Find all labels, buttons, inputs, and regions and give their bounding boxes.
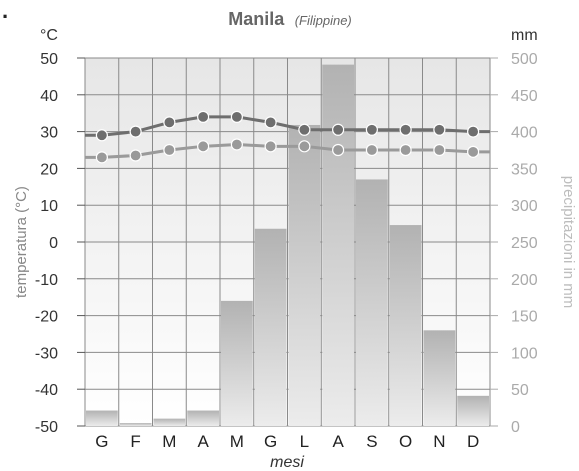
- temperature-point: [264, 116, 277, 129]
- left-unit-label: °C: [40, 27, 58, 44]
- left-tick-label: 20: [40, 161, 58, 178]
- x-tick-label: F: [130, 432, 140, 451]
- temperature-point: [433, 123, 446, 136]
- temperature-point: [129, 125, 142, 138]
- precipitation-bar: [187, 410, 219, 426]
- temperature-point: [467, 125, 480, 138]
- precipitation-bar: [254, 228, 287, 426]
- grid: [84, 57, 491, 427]
- precipitation-bar: [288, 124, 321, 426]
- chart-title-main: Manila: [228, 9, 285, 29]
- precipitation-bar: [423, 330, 456, 426]
- x-tick-label: G: [95, 432, 108, 451]
- temperature-point: [197, 140, 210, 153]
- left-tick-label: -20: [35, 309, 58, 326]
- temperature-point: [230, 110, 243, 123]
- x-tick-label: O: [399, 432, 412, 451]
- right-tick-label: 0: [511, 419, 520, 436]
- temperature-point: [365, 143, 378, 157]
- precipitation-bar: [322, 64, 354, 427]
- x-tick-label: D: [467, 432, 479, 451]
- chart-title: Manila (Filippine): [228, 9, 352, 29]
- precipitation-bar: [457, 395, 489, 426]
- left-tick-label: 50: [40, 51, 58, 68]
- temperature-point: [163, 116, 176, 129]
- x-tick-label: G: [264, 432, 277, 451]
- left-tick-label: 10: [40, 198, 58, 215]
- right-tick-label: 50: [511, 382, 529, 399]
- corner-mark: .: [2, 0, 8, 23]
- right-tick-label: 400: [511, 125, 538, 142]
- x-tick-label: M: [162, 432, 176, 451]
- left-tick-label: -50: [35, 419, 58, 436]
- left-axis-label: temperatura (°C): [13, 186, 30, 298]
- temperature-point: [129, 149, 142, 162]
- temperature-point: [163, 143, 176, 157]
- temperature-point: [264, 140, 277, 153]
- precipitation-bar: [221, 300, 253, 426]
- right-axis-label: precipitazioni in mm: [560, 176, 577, 309]
- temperature-point: [467, 145, 480, 158]
- temperature-point: [365, 123, 378, 136]
- temperature-point: [332, 123, 345, 136]
- precipitation-bar: [153, 418, 186, 426]
- temperature-point: [298, 140, 311, 153]
- x-tick-label: L: [300, 432, 309, 451]
- temperature-point: [298, 123, 311, 136]
- temperature-lines: [85, 110, 490, 164]
- temperature-point: [95, 151, 108, 164]
- x-axis-label: mesi: [270, 454, 304, 471]
- temperature-point: [95, 129, 108, 142]
- right-tick-label: 350: [511, 161, 538, 178]
- temperature-point: [230, 138, 243, 151]
- left-tick-label: -10: [35, 272, 58, 289]
- right-tick-label: 150: [511, 309, 538, 326]
- left-tick-label: -30: [35, 345, 58, 362]
- right-unit-label: mm: [511, 27, 538, 44]
- precipitation-bar: [356, 179, 388, 426]
- left-tick-label: 0: [49, 235, 58, 252]
- left-tick-label: 40: [40, 88, 58, 105]
- left-axis-ticks: 50 40 30 20 10 0 -10 -20 -30 -40 -50: [35, 51, 85, 436]
- right-tick-label: 500: [511, 51, 538, 68]
- temperature-point: [197, 110, 210, 123]
- x-tick-label: A: [197, 432, 209, 451]
- temperature-point: [399, 143, 412, 157]
- temperature-point: [332, 143, 345, 157]
- chart-subtitle: (Filippine): [295, 13, 352, 28]
- right-tick-label: 450: [511, 88, 538, 105]
- x-tick-label: A: [332, 432, 344, 451]
- left-tick-label: 30: [40, 125, 58, 142]
- x-tick-label: S: [366, 432, 377, 451]
- left-tick-label: -40: [35, 382, 58, 399]
- right-tick-label: 250: [511, 235, 538, 252]
- precipitation-bar: [86, 410, 118, 426]
- x-tick-label: N: [433, 432, 445, 451]
- precipitation-bar: [119, 423, 152, 426]
- temperature-point: [399, 123, 412, 136]
- right-tick-label: 300: [511, 198, 538, 215]
- right-tick-label: 200: [511, 272, 538, 289]
- x-tick-label: M: [230, 432, 244, 451]
- temperature-point: [433, 143, 446, 157]
- precipitation-bar: [389, 225, 422, 426]
- right-tick-label: 100: [511, 345, 538, 362]
